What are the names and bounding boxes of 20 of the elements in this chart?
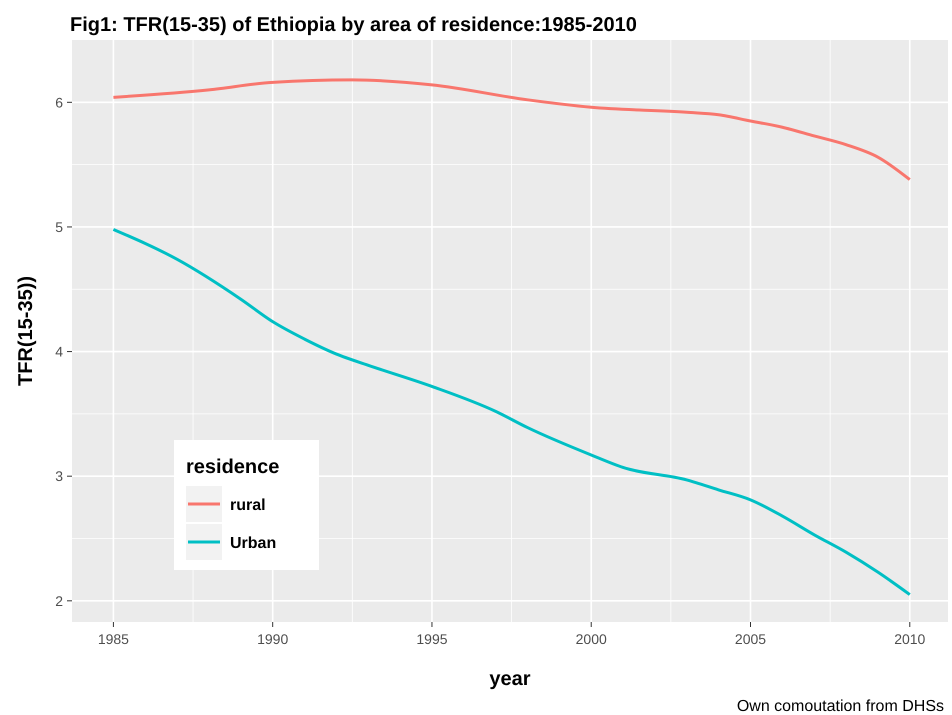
x-tick-label: 1995 — [416, 631, 448, 647]
x-tick-label: 2005 — [734, 631, 766, 647]
legend-title: residence — [186, 456, 280, 478]
x-tick-label: 2010 — [894, 631, 926, 647]
line-series — [112, 78, 912, 182]
line-series — [112, 228, 912, 596]
x-tick-label: 2000 — [576, 631, 608, 647]
legend-label: rural — [230, 497, 266, 514]
y-tick-label: 6 — [55, 94, 64, 110]
y-axis-title: TFR(15-35)) — [15, 276, 37, 386]
x-axis-title: year — [489, 668, 531, 690]
legend-label: Urban — [230, 535, 276, 552]
x-tick-label: 1985 — [98, 631, 130, 647]
text: Own comoutation from DHSs — [736, 698, 944, 715]
y-tick-label: 2 — [55, 592, 64, 609]
chart-title: Fig1: TFR(15-35) of Ethiopia by area of residence:1985-2010 — [70, 14, 637, 36]
x-tick-label: 1990 — [257, 631, 288, 647]
y-tick-label: 3 — [55, 468, 64, 484]
y-tick-label: 4 — [55, 344, 64, 360]
y-tick-label: 5 — [55, 218, 64, 235]
